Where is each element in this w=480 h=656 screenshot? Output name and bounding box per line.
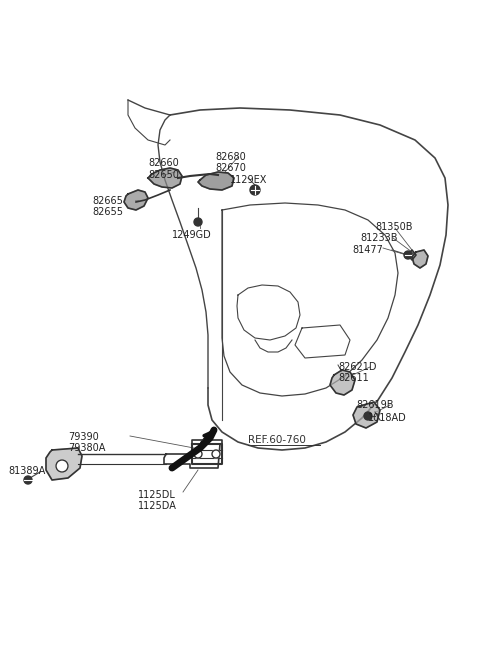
- Text: 82680: 82680: [215, 152, 246, 162]
- Circle shape: [56, 460, 68, 472]
- Text: 1249GD: 1249GD: [172, 230, 212, 240]
- Polygon shape: [46, 448, 82, 480]
- Text: 1129EX: 1129EX: [230, 175, 267, 185]
- Circle shape: [194, 218, 202, 226]
- Text: 81389A: 81389A: [8, 466, 45, 476]
- Polygon shape: [330, 370, 355, 395]
- Text: 79380A: 79380A: [68, 443, 106, 453]
- Text: 1018AD: 1018AD: [368, 413, 407, 423]
- Text: 82650: 82650: [148, 170, 179, 180]
- Polygon shape: [124, 190, 148, 210]
- Circle shape: [364, 412, 372, 420]
- Polygon shape: [148, 168, 182, 188]
- Text: 79390: 79390: [68, 432, 99, 442]
- Text: REF.60-760: REF.60-760: [248, 435, 306, 445]
- Text: 82621D: 82621D: [338, 362, 376, 372]
- Text: 82670: 82670: [215, 163, 246, 173]
- Text: 82655: 82655: [92, 207, 123, 217]
- Text: 82611: 82611: [338, 373, 369, 383]
- Text: 1125DA: 1125DA: [138, 501, 177, 511]
- Text: 1125DL: 1125DL: [138, 490, 176, 500]
- Text: 81350B: 81350B: [375, 222, 412, 232]
- Text: 82660: 82660: [148, 158, 179, 168]
- Polygon shape: [198, 172, 234, 190]
- Circle shape: [194, 450, 202, 458]
- Text: 82619B: 82619B: [356, 400, 394, 410]
- Text: 81233B: 81233B: [360, 233, 397, 243]
- Circle shape: [24, 476, 32, 484]
- Text: 82665: 82665: [92, 196, 123, 206]
- Circle shape: [250, 185, 260, 195]
- Circle shape: [212, 450, 220, 458]
- Polygon shape: [353, 402, 380, 428]
- Text: 81477: 81477: [352, 245, 383, 255]
- Circle shape: [404, 251, 412, 259]
- Polygon shape: [412, 250, 428, 268]
